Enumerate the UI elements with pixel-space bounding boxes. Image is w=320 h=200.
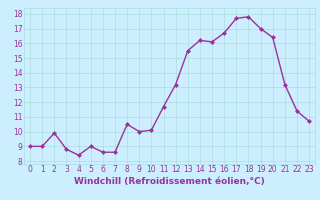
X-axis label: Windchill (Refroidissement éolien,°C): Windchill (Refroidissement éolien,°C) [74, 177, 265, 186]
